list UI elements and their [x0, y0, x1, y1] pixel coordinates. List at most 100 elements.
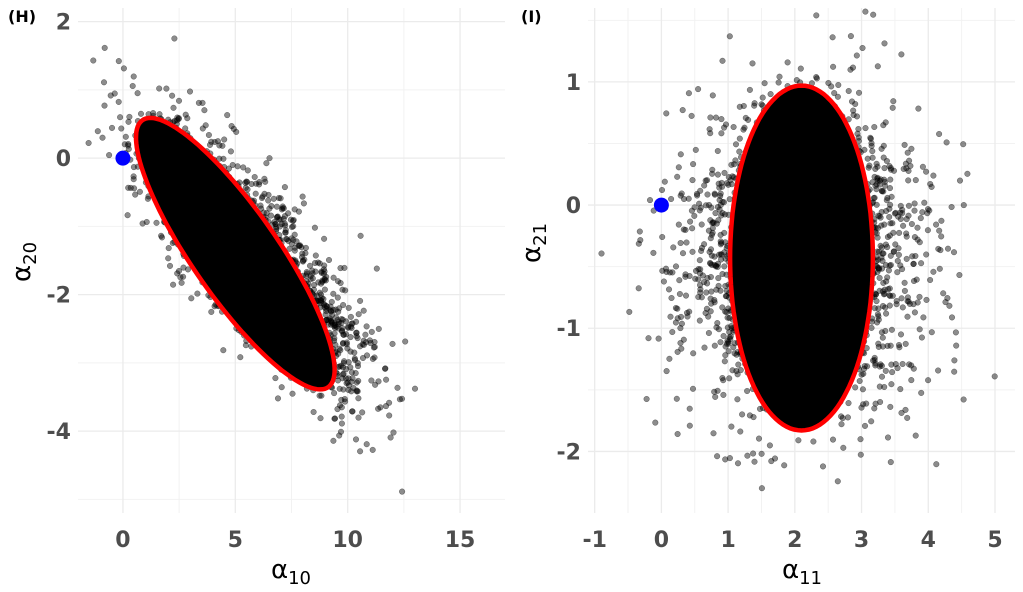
scatter-point [339, 325, 346, 332]
scatter-point [722, 282, 729, 290]
scatter-point [330, 290, 337, 297]
scatter-point [337, 428, 345, 435]
scatter-point [692, 146, 699, 153]
scatter-point [880, 291, 888, 298]
scatter-point [933, 461, 940, 468]
scatter-point [282, 229, 289, 236]
scatter-point [960, 202, 967, 209]
scatter-point [913, 276, 920, 283]
scatter-point [835, 81, 842, 89]
scatter-point [890, 98, 897, 105]
scatter-point [252, 190, 259, 197]
scatter-point [707, 235, 714, 242]
scatter-point [357, 232, 364, 239]
scatter-point [893, 301, 900, 308]
scatter-point [171, 35, 178, 42]
scatter-point [937, 247, 944, 254]
scatter-point [873, 186, 880, 193]
scatter-point [853, 113, 861, 120]
scatter-point [858, 371, 865, 378]
scatter-point [719, 210, 726, 217]
scatter-point [309, 270, 316, 277]
scatter-point [368, 328, 375, 335]
scatter-point [129, 82, 136, 90]
scatter-point [338, 413, 345, 420]
scatter-point [744, 452, 751, 459]
scatter-point [278, 206, 285, 213]
scatter-point [137, 110, 145, 117]
scatter-point [936, 265, 943, 272]
scatter-point [175, 97, 183, 104]
scatter-point [810, 438, 817, 445]
scatter-point [316, 260, 323, 267]
scatter-point [717, 231, 724, 238]
scatter-point [106, 152, 113, 159]
scatter-point [338, 420, 345, 427]
scatter-point [923, 168, 930, 175]
scatter-point [265, 197, 272, 204]
scatter-point [315, 259, 322, 266]
scatter-point [180, 264, 187, 271]
scatter-point [888, 193, 895, 200]
scatter-point [355, 311, 362, 318]
scatter-point [371, 354, 378, 361]
scatter-point [758, 101, 765, 108]
scatter-point [910, 260, 917, 267]
scatter-point [701, 344, 708, 351]
scatter-point [902, 340, 909, 347]
scatter-point [659, 233, 666, 241]
scatter-point [211, 303, 218, 310]
scatter-point [750, 450, 757, 457]
scatter-point [721, 358, 728, 365]
scatter-point [382, 365, 389, 372]
scatter-point [726, 33, 733, 40]
scatter-point [263, 160, 270, 167]
scatter-point [897, 215, 904, 223]
panel-label-i: (I) [521, 7, 542, 26]
scatter-point [227, 148, 234, 155]
scatter-point [856, 377, 863, 385]
scatter-point [208, 138, 215, 145]
y-tick-label: -4 [47, 420, 71, 445]
scatter-point [882, 367, 889, 374]
scatter-point [340, 359, 347, 367]
scatter-point [874, 63, 881, 70]
scatter-point [398, 395, 406, 402]
scatter-point [689, 385, 697, 392]
scatter-point [838, 421, 845, 428]
scatter-point [667, 313, 674, 320]
scatter-point [355, 414, 362, 421]
scatter-point [663, 110, 670, 117]
scatter-point [251, 173, 258, 181]
scatter-point [368, 377, 375, 384]
scatter-point [881, 221, 888, 228]
scatter-point [920, 314, 927, 321]
scatter-point [373, 265, 380, 272]
scatter-point [960, 141, 967, 148]
scatter-point [353, 333, 360, 340]
scatter-point [316, 289, 323, 296]
scatter-point [720, 391, 727, 398]
scatter-point [726, 455, 733, 462]
scatter-point [283, 235, 290, 243]
scatter-point [345, 304, 352, 311]
scatter-point [115, 58, 122, 65]
scatter-point [948, 314, 956, 321]
scatter-point [888, 381, 895, 388]
scatter-point [325, 316, 332, 323]
scatter-point [118, 125, 125, 132]
scatter-point [887, 403, 894, 410]
scatter-point [244, 186, 251, 193]
scatter-point [944, 245, 952, 252]
scatter-point [857, 451, 864, 458]
scatter-point [340, 301, 347, 309]
scatter-point [272, 375, 279, 382]
scatter-point [853, 52, 860, 59]
scatter-point [383, 376, 390, 383]
scatter-point [916, 293, 923, 300]
scatter-point [351, 355, 358, 362]
scatter-point [908, 220, 915, 228]
scatter-point [726, 314, 733, 322]
scatter-point [355, 395, 362, 402]
scatter-point [736, 148, 743, 155]
